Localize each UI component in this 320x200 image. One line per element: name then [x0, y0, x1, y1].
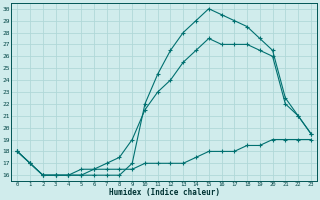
X-axis label: Humidex (Indice chaleur): Humidex (Indice chaleur) [108, 188, 220, 197]
